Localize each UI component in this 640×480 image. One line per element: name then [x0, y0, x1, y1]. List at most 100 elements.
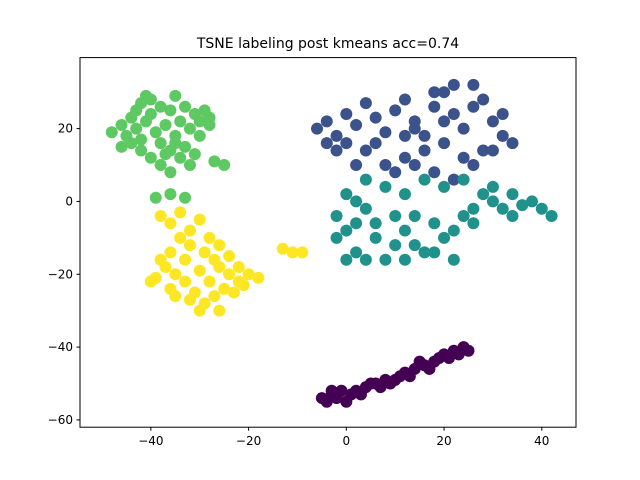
scatter-point: [115, 118, 128, 131]
scatter-point: [340, 188, 353, 201]
scatter-point: [198, 246, 211, 259]
scatter-point: [149, 126, 162, 139]
scatter-point: [154, 100, 167, 113]
scatter-point: [174, 151, 187, 164]
scatter-point: [330, 210, 343, 222]
scatter-point: [545, 210, 558, 222]
scatter-point: [325, 384, 338, 397]
scatter-point: [403, 370, 416, 383]
scatter-point: [506, 188, 519, 201]
scatter-point: [125, 137, 138, 150]
scatter-point: [218, 159, 231, 172]
scatter-point: [413, 355, 426, 368]
scatter-point: [139, 89, 152, 102]
scatter-point: [486, 195, 499, 208]
scatter-point: [203, 275, 216, 288]
scatter-point: [408, 159, 421, 172]
scatter-point: [447, 108, 460, 121]
scatter-point: [208, 253, 221, 266]
scatter-point: [330, 231, 343, 244]
scatter-point: [408, 122, 421, 135]
scatter-point: [154, 159, 167, 172]
scatter-point: [203, 231, 216, 244]
scatter-point: [369, 137, 382, 150]
scatter-point: [183, 224, 196, 237]
scatter-point: [154, 137, 167, 150]
scatter-point: [398, 188, 411, 201]
scatter-point: [389, 166, 402, 179]
scatter-point: [442, 352, 455, 365]
scatter-point: [130, 122, 143, 135]
scatter-point: [457, 151, 470, 164]
scatter-point: [496, 108, 509, 121]
x-tick-label: −40: [138, 434, 163, 448]
scatter-point: [154, 253, 167, 266]
scatter-point: [330, 129, 343, 142]
scatter-point: [159, 118, 172, 131]
scatter-point: [369, 231, 382, 244]
scatter-point: [330, 144, 343, 157]
scatter-point: [457, 122, 470, 135]
scatter-point: [398, 151, 411, 164]
scatter-point: [169, 89, 182, 102]
scatter-point: [438, 86, 451, 99]
scatter-point: [350, 118, 363, 131]
scatter-point: [359, 144, 372, 157]
scatter-point: [144, 275, 157, 288]
scatter-point: [477, 188, 490, 201]
scatter-point: [345, 388, 358, 401]
x-tick-label: 0: [343, 434, 351, 448]
scatter-point: [340, 224, 353, 237]
scatter-point: [398, 224, 411, 237]
scatter-point: [311, 122, 324, 135]
scatter-point: [447, 253, 460, 266]
scatter-point: [379, 126, 392, 139]
scatter-point: [462, 344, 475, 357]
scatter-point: [457, 173, 470, 186]
chart-title: TSNE labeling post kmeans acc=0.74: [196, 36, 459, 52]
scatter-point: [169, 290, 182, 303]
scatter-point: [179, 275, 192, 288]
scatter-point: [467, 78, 480, 91]
x-tick-label: −20: [236, 434, 261, 448]
scatter-point: [359, 253, 372, 266]
scatter-point: [203, 111, 216, 124]
scatter-point: [350, 217, 363, 230]
scatter-point: [164, 166, 177, 179]
scatter-point: [428, 246, 441, 259]
scatter-point: [467, 159, 480, 172]
scatter-point: [438, 137, 451, 150]
scatter-point: [447, 173, 460, 186]
scatter-point: [232, 260, 245, 273]
scatter-point: [340, 137, 353, 150]
scatter-point: [398, 253, 411, 266]
scatter-point: [223, 268, 236, 281]
scatter-point: [135, 144, 148, 157]
y-tick-label: −60: [48, 413, 73, 427]
scatter-point: [193, 213, 206, 226]
scatter-point: [237, 279, 250, 292]
scatter-point: [213, 239, 226, 252]
scatter-point: [398, 129, 411, 142]
scatter-point: [423, 362, 436, 375]
scatter-point: [213, 304, 226, 317]
scatter-point: [447, 224, 460, 237]
scatter-point: [193, 115, 206, 128]
scatter-point: [183, 293, 196, 306]
scatter-point: [350, 246, 363, 259]
scatter-point: [350, 195, 363, 208]
scatter-point: [359, 202, 372, 215]
scatter-point: [359, 97, 372, 110]
scatter-point: [364, 377, 377, 390]
scatter-point: [174, 115, 187, 128]
scatter-point: [379, 180, 392, 193]
scatter-point: [135, 133, 148, 146]
scatter-point: [418, 173, 431, 186]
y-tick-label: −40: [48, 340, 73, 354]
scatter-point: [408, 239, 421, 252]
scatter-point: [457, 210, 470, 222]
x-axis: −40 −20 0 20 40: [138, 427, 549, 448]
y-tick-label: 20: [58, 122, 73, 136]
scatter-point: [276, 242, 289, 255]
